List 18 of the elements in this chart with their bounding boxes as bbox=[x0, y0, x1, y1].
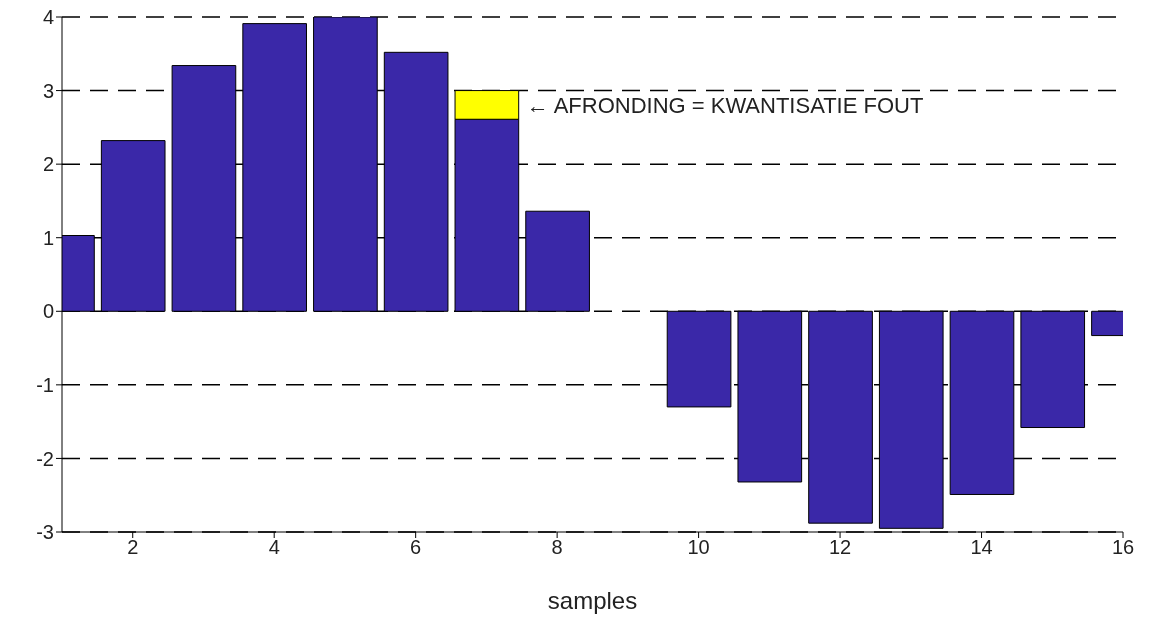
y-tick-label: 3 bbox=[42, 79, 54, 102]
y-tick-label: 4 bbox=[42, 6, 54, 29]
y-tick-label: -1 bbox=[36, 373, 54, 396]
x-tick-label: 10 bbox=[687, 536, 710, 559]
y-tick-label: 0 bbox=[42, 300, 54, 323]
y-tick-label: -2 bbox=[36, 447, 54, 470]
y-tick-label: -3 bbox=[36, 521, 54, 544]
x-tick-label: 4 bbox=[268, 536, 280, 559]
annotation: ← AFRONDING = KWANTISATIE FOUT bbox=[526, 93, 924, 119]
x-tick-label: 12 bbox=[828, 536, 852, 559]
x-tick-label: 8 bbox=[551, 536, 563, 559]
y-tick-label: 2 bbox=[42, 153, 54, 176]
x-tick-label: 16 bbox=[1111, 536, 1135, 559]
y-tick-label: 1 bbox=[42, 226, 54, 249]
x-axis-title: samples bbox=[547, 587, 638, 614]
x-tick-label: 14 bbox=[970, 536, 993, 559]
x-tick-label: 6 bbox=[410, 536, 422, 559]
x-tick-label: 2 bbox=[127, 536, 139, 559]
